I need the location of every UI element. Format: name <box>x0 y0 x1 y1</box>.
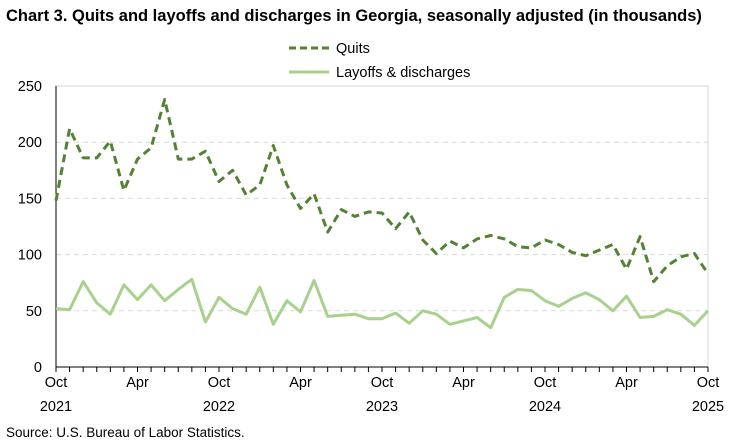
legend-label: Quits <box>336 41 370 57</box>
x-tick-label: Oct <box>45 375 68 391</box>
y-tick-label: 200 <box>18 135 42 151</box>
x-tick-label: Oct <box>697 375 720 391</box>
x-tick-year-label: 2021 <box>40 399 72 415</box>
plot-border <box>55 85 709 368</box>
x-tick-label: Apr <box>289 375 312 391</box>
legend-label: Layoffs & discharges <box>336 65 470 81</box>
x-tick-label: Apr <box>452 375 475 391</box>
x-tick-label: Oct <box>534 375 557 391</box>
x-tick-label: Oct <box>371 375 394 391</box>
y-tick-label: 50 <box>26 304 42 320</box>
x-tick-year-label: 2022 <box>203 399 235 415</box>
x-tick-year-label: 2023 <box>366 399 398 415</box>
y-tick-label: 250 <box>18 79 42 95</box>
chart-title: Chart 3. Quits and layoffs and discharge… <box>6 7 702 25</box>
x-tick-label: Apr <box>615 375 638 391</box>
x-tick-label: Apr <box>126 375 149 391</box>
y-tick-label: 150 <box>18 191 42 207</box>
series-line-layoffs <box>55 277 710 330</box>
x-tick-year-label: 2024 <box>529 399 561 415</box>
y-tick-label: 100 <box>18 248 42 264</box>
y-tick-label: 0 <box>34 360 42 376</box>
x-tick-label: Oct <box>208 375 231 391</box>
x-tick-year-label: 2025 <box>692 399 724 415</box>
source-note: Source: U.S. Bureau of Labor Statistics. <box>6 425 245 440</box>
